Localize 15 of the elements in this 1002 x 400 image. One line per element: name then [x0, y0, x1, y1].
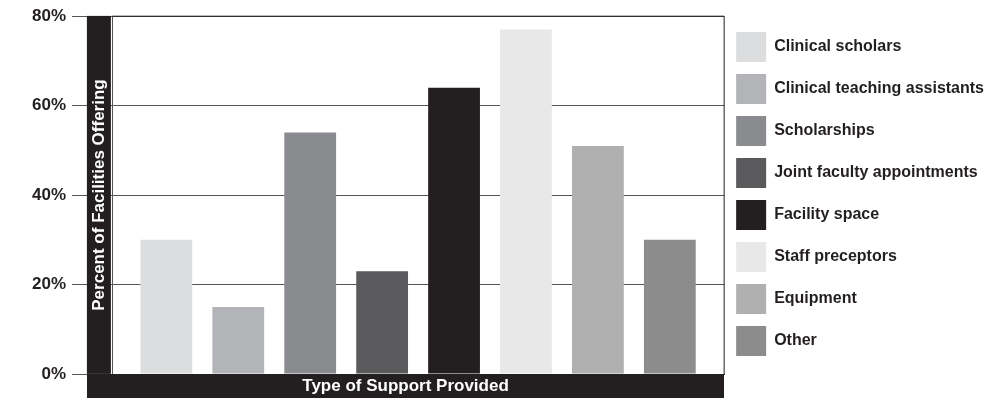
- y-tick-label: 80%: [31, 5, 67, 25]
- legend-label: Scholarships: [774, 121, 875, 139]
- legend-label: Staff preceptors: [774, 247, 897, 265]
- legend-label: Joint faculty appointments: [774, 163, 978, 181]
- x-axis-title: Type of Support Provided: [87, 374, 725, 398]
- legend-label: Clinical scholars: [774, 37, 902, 55]
- legend-label: Clinical teaching assistants: [774, 79, 985, 97]
- y-tick-label: 40%: [31, 184, 67, 204]
- y-axis-title: Percent of Facilities Offering: [87, 16, 112, 374]
- legend-label: Other: [774, 331, 817, 349]
- legend-label: Equipment: [774, 289, 858, 307]
- y-tick-label: 0%: [41, 363, 67, 383]
- y-tick-label: 20%: [31, 274, 67, 294]
- y-tick-label: 60%: [31, 95, 67, 115]
- legend-label: Facility space: [774, 205, 880, 223]
